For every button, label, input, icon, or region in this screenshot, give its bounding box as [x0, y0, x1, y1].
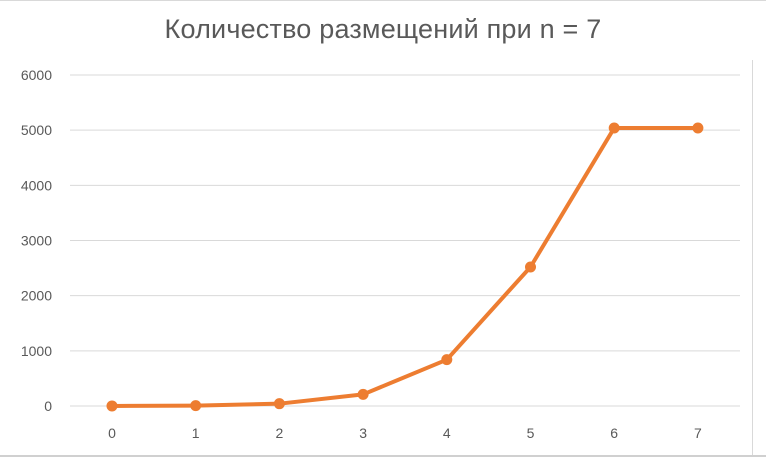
x-tick-label-2: 2 [276, 425, 284, 441]
data-point-2 [273, 398, 285, 410]
data-point-5 [525, 261, 536, 273]
y-tick-label-2000: 2000 [21, 288, 52, 304]
x-tick-label-6: 6 [610, 425, 618, 441]
x-tick-label-5: 5 [527, 425, 535, 441]
series-line-0 [110, 125, 700, 408]
data-point-1 [190, 400, 202, 412]
gridlines [70, 74, 740, 407]
y-tick-label-5000: 5000 [21, 122, 52, 138]
chart-border-right [752, 60, 753, 457]
x-tick-label-0: 0 [108, 425, 116, 441]
y-tick-label-1000: 1000 [21, 343, 52, 359]
x-tick-label-3: 3 [359, 425, 367, 441]
data-point-6 [608, 122, 620, 134]
y-tick-label-0: 0 [44, 398, 52, 414]
x-tick-label-7: 7 [694, 425, 702, 441]
chart-title: Количество размещений при n = 7 [164, 14, 602, 44]
x-tick-label-1: 1 [192, 425, 200, 441]
data-point-0 [106, 400, 118, 412]
data-point-4 [441, 354, 453, 366]
chart-border-top [0, 0, 766, 1]
data-point-3 [357, 388, 369, 400]
x-tick-label-4: 4 [443, 425, 451, 441]
x-axis-ticks: 0 1 2 3 4 5 6 7 [108, 425, 702, 441]
series-layer [106, 122, 704, 412]
y-tick-label-6000: 6000 [21, 67, 52, 83]
y-tick-label-3000: 3000 [21, 233, 52, 249]
data-point-7 [692, 122, 704, 134]
y-axis-ticks: 0 1000 2000 3000 4000 5000 6000 [21, 67, 52, 414]
y-tick-label-4000: 4000 [21, 177, 52, 193]
chart-border-bottom [0, 455, 766, 457]
